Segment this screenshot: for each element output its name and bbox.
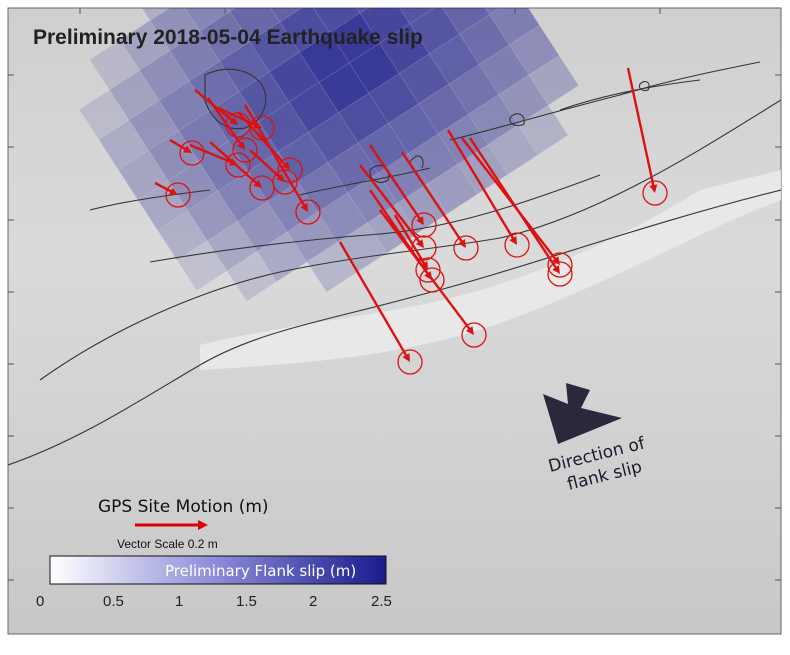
fault-lines (8, 61, 781, 466)
slip-cell (290, 0, 340, 2)
frame-ticks (8, 8, 781, 581)
gps-vector (446, 129, 530, 258)
slip-cell (306, 241, 358, 293)
slip-cell (128, 99, 180, 151)
slip-cell (108, 69, 160, 121)
slip-cell (161, 0, 211, 1)
gps-vector (169, 138, 205, 166)
slip-cell (497, 74, 550, 126)
gps-vector (379, 209, 487, 348)
slip-cell (427, 163, 479, 215)
slip-cell (226, 250, 278, 302)
slip-cell (420, 0, 470, 4)
colorbar-tick-label: 1 (175, 593, 183, 610)
flank-slip-direction-arrow (543, 383, 622, 444)
slip-cell (119, 19, 171, 71)
gps-vector (154, 181, 191, 208)
colorbar (49, 555, 387, 585)
colorbar-label: Preliminary Flank slip (m) (165, 562, 356, 580)
slip-cell (156, 209, 209, 262)
gps-vector (243, 104, 321, 225)
map-title: Preliminary 2018-05-04 Earthquake slip (33, 26, 423, 49)
slip-cell (167, 160, 219, 212)
slip-cell (236, 200, 289, 253)
gps-scale-arrow (135, 520, 208, 530)
gps-vector (461, 137, 573, 278)
coastal-lava-strip (200, 170, 781, 370)
slip-cell (487, 124, 539, 176)
colorbar-tick-label: 0 (36, 593, 44, 610)
slip-cell (229, 8, 281, 43)
gps-vector (393, 214, 441, 283)
slip-cell (149, 8, 201, 52)
slip-cell (98, 119, 150, 171)
gps-legend-title: GPS Site Motion (m) (98, 497, 269, 517)
slip-cell (309, 8, 361, 34)
gps-vector (359, 164, 437, 261)
slip-cell (179, 8, 231, 32)
slip-cell (176, 240, 228, 292)
colorbar-ticks: 0 0.5 1 1.5 2 2.5 (36, 593, 392, 610)
gps-site-vectors (154, 67, 668, 375)
slip-cell (488, 8, 541, 46)
vector-scale-label: Vector Scale 0.2 m (117, 537, 218, 551)
gps-vector (401, 151, 479, 261)
gps-vector (249, 149, 298, 195)
gps-vector (237, 111, 303, 183)
slip-cell (508, 24, 560, 76)
colorbar-tick-label: 0.5 (103, 593, 124, 610)
colorbar-tick-label: 2.5 (371, 593, 392, 610)
slip-cell (528, 54, 580, 106)
colorbar-tick-label: 2 (309, 593, 317, 610)
slip-cell (78, 89, 130, 141)
gps-vector (338, 241, 423, 375)
slip-cell (439, 8, 491, 35)
slip-cell (138, 49, 190, 102)
slip-cell (129, 8, 181, 22)
slip-cell (89, 39, 141, 91)
slip-cell (517, 104, 569, 156)
gps-vector (207, 97, 258, 163)
slip-cell (206, 220, 258, 272)
gps-vector (369, 144, 437, 238)
slip-cell (187, 190, 239, 242)
flank-slip-grid (78, 0, 580, 302)
slip-cell (259, 8, 311, 23)
slip-cell (117, 149, 169, 201)
slip-cell (389, 8, 441, 25)
gps-vector (626, 67, 668, 206)
colorbar-tick-label: 1.5 (236, 593, 257, 610)
